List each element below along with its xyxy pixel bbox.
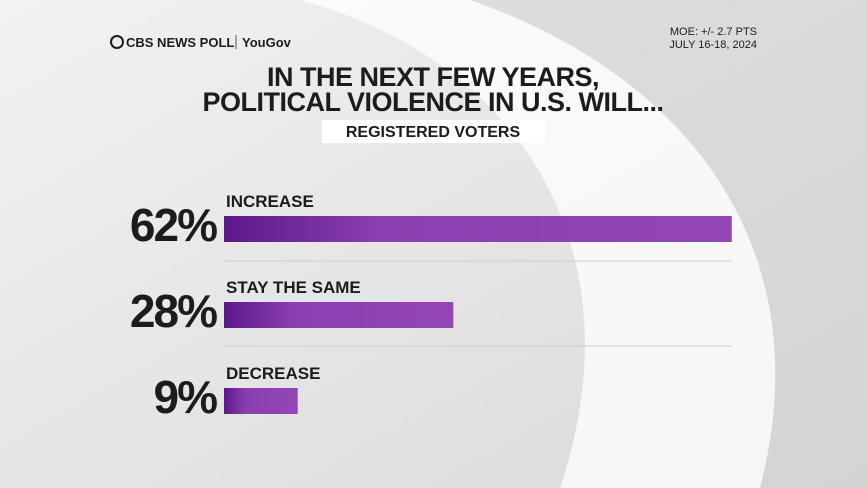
value-label: 62% — [130, 199, 217, 251]
partner: YouGov — [242, 35, 292, 50]
decor-arc — [300, 0, 776, 488]
bar — [224, 302, 454, 328]
value-label: 9% — [154, 371, 218, 423]
decor-arc — [470, 0, 867, 488]
bar — [224, 216, 732, 242]
subtitle-box — [322, 120, 545, 143]
date: JULY 16-18, 2024 — [669, 39, 757, 51]
subtitle: REGISTERED VOTERS — [346, 124, 521, 141]
category-label: INCREASE — [226, 192, 314, 211]
cbs-eye — [110, 35, 124, 49]
moe: MOE: +/- 2.7 PTS — [670, 26, 757, 38]
source: CBS NEWS POLL — [126, 35, 234, 50]
bar — [224, 388, 298, 414]
chart-title: POLITICAL VIOLENCE IN U.S. WILL... — [202, 87, 663, 117]
category-label: DECREASE — [226, 364, 320, 383]
chart-title: IN THE NEXT FEW YEARS, — [267, 62, 599, 92]
value-label: 28% — [130, 285, 217, 337]
category-label: STAY THE SAME — [226, 278, 361, 297]
